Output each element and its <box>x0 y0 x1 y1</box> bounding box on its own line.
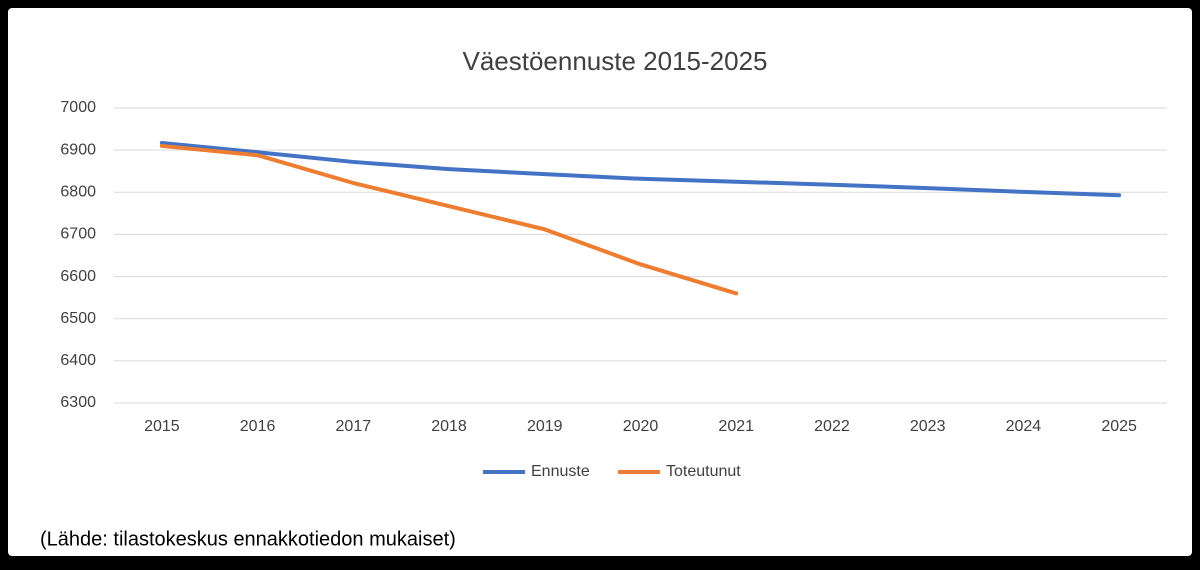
legend-label: Toteutunut <box>666 463 741 480</box>
x-tick-label: 2020 <box>623 418 659 435</box>
x-tick-label: 2017 <box>336 418 372 435</box>
legend-label: Ennuste <box>531 463 590 480</box>
x-tick-label: 2015 <box>144 418 180 435</box>
x-tick-label: 2025 <box>1101 418 1137 435</box>
series-line <box>159 143 739 296</box>
panel <box>8 8 1192 556</box>
chart-title: Väestöennuste 2015-2025 <box>462 46 767 76</box>
y-tick-label: 6600 <box>60 268 96 285</box>
x-tick-label: 2018 <box>431 418 467 435</box>
x-tick-label: 2019 <box>527 418 563 435</box>
y-tick-label: 6700 <box>60 226 96 243</box>
y-tick-label: 6500 <box>60 310 96 327</box>
y-tick-label: 6800 <box>60 184 96 201</box>
y-tick-label: 6400 <box>60 352 96 369</box>
x-tick-label: 2023 <box>910 418 946 435</box>
y-tick-label: 6900 <box>60 141 96 158</box>
x-tick-label: 2022 <box>814 418 850 435</box>
series-line <box>159 140 1122 198</box>
x-tick-label: 2016 <box>240 418 276 435</box>
x-tick-label: 2021 <box>718 418 754 435</box>
y-tick-label: 6300 <box>60 394 96 411</box>
x-tick-label: 2024 <box>1006 418 1042 435</box>
source-note: (Lähde: tilastokeskus ennakkotiedon muka… <box>40 528 456 550</box>
y-tick-label: 7000 <box>60 99 96 116</box>
